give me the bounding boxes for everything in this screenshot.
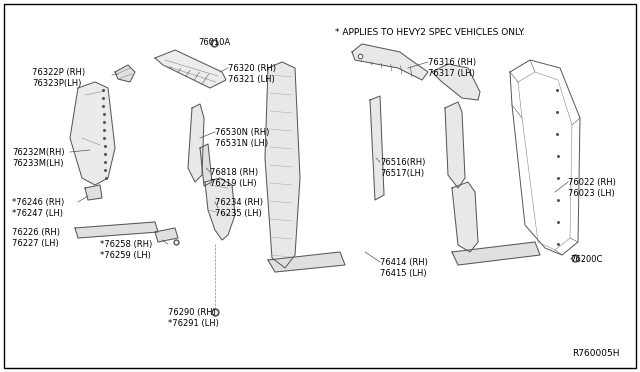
Text: 76530N (RH)
76531N (LH): 76530N (RH) 76531N (LH) <box>215 128 269 148</box>
Polygon shape <box>352 44 428 80</box>
Polygon shape <box>445 102 465 188</box>
Text: 76234 (RH)
76235 (LH): 76234 (RH) 76235 (LH) <box>215 198 263 218</box>
Text: 76290 (RH)
*76291 (LH): 76290 (RH) *76291 (LH) <box>168 308 219 328</box>
Polygon shape <box>188 104 204 182</box>
Text: 76010A: 76010A <box>198 38 230 47</box>
Text: 76414 (RH)
76415 (LH): 76414 (RH) 76415 (LH) <box>380 258 428 278</box>
Polygon shape <box>205 178 235 240</box>
Polygon shape <box>432 64 480 100</box>
Polygon shape <box>452 242 540 265</box>
Text: 76022 (RH)
76023 (LH): 76022 (RH) 76023 (LH) <box>568 178 616 198</box>
Text: 76516(RH)
76517(LH): 76516(RH) 76517(LH) <box>380 158 426 178</box>
Polygon shape <box>70 82 115 185</box>
Polygon shape <box>115 65 135 82</box>
Text: * APPLIES TO HEVY2 SPEC VEHICLES ONLY.: * APPLIES TO HEVY2 SPEC VEHICLES ONLY. <box>335 28 525 37</box>
Polygon shape <box>265 62 300 268</box>
Polygon shape <box>75 222 158 238</box>
Text: *76258 (RH)
*76259 (LH): *76258 (RH) *76259 (LH) <box>100 240 152 260</box>
Text: 76316 (RH)
76317 (LH): 76316 (RH) 76317 (LH) <box>428 58 476 78</box>
Polygon shape <box>85 185 102 200</box>
Text: 76232M(RH)
76233M(LH): 76232M(RH) 76233M(LH) <box>12 148 65 168</box>
Text: 76200C: 76200C <box>570 255 602 264</box>
Text: *76246 (RH)
*76247 (LH): *76246 (RH) *76247 (LH) <box>12 198 64 218</box>
Text: 76818 (RH)
76219 (LH): 76818 (RH) 76219 (LH) <box>210 168 258 188</box>
Polygon shape <box>370 96 384 200</box>
Polygon shape <box>200 144 212 186</box>
Text: 76226 (RH)
76227 (LH): 76226 (RH) 76227 (LH) <box>12 228 60 248</box>
Polygon shape <box>268 252 345 272</box>
Polygon shape <box>155 228 178 242</box>
Text: 76322P (RH)
76323P(LH): 76322P (RH) 76323P(LH) <box>32 68 85 88</box>
Polygon shape <box>155 50 226 88</box>
Text: 76320 (RH)
76321 (LH): 76320 (RH) 76321 (LH) <box>228 64 276 84</box>
Text: R760005H: R760005H <box>573 349 620 358</box>
Polygon shape <box>452 182 478 252</box>
